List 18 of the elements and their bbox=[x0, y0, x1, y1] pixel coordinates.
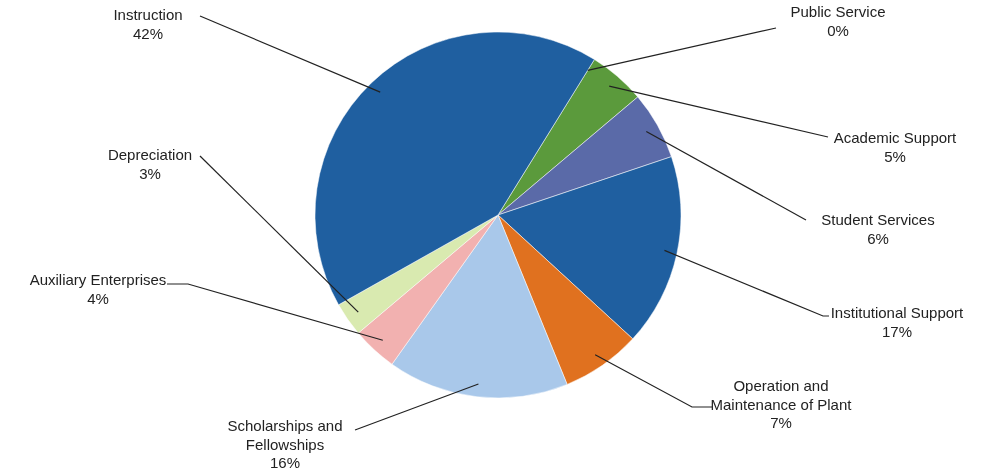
data-label: 3% bbox=[139, 164, 161, 182]
data-label: 42% bbox=[132, 24, 164, 42]
data-label: 17% bbox=[881, 322, 913, 340]
data-label: 4% bbox=[87, 289, 109, 307]
data-label: 7% bbox=[770, 414, 792, 431]
slice-label: Academic Support bbox=[833, 129, 958, 146]
slice-label: Student Services bbox=[821, 211, 935, 228]
data-label: 16% bbox=[269, 454, 301, 471]
slice-label: Operation and Maintenance of Plant bbox=[710, 377, 853, 413]
slice-label: Instruction bbox=[113, 6, 183, 23]
category-label: Public Service bbox=[790, 3, 886, 20]
slice-label: Depreciation bbox=[107, 146, 193, 163]
text: 0% bbox=[827, 21, 849, 39]
slice-label: Scholarships and Fellowships bbox=[227, 417, 343, 453]
slice-label: Auxiliary Enterprises bbox=[29, 271, 167, 288]
data-label: 5% bbox=[884, 147, 906, 165]
data-label: 6% bbox=[867, 229, 889, 247]
slice-label: Institutional Support bbox=[830, 304, 965, 321]
